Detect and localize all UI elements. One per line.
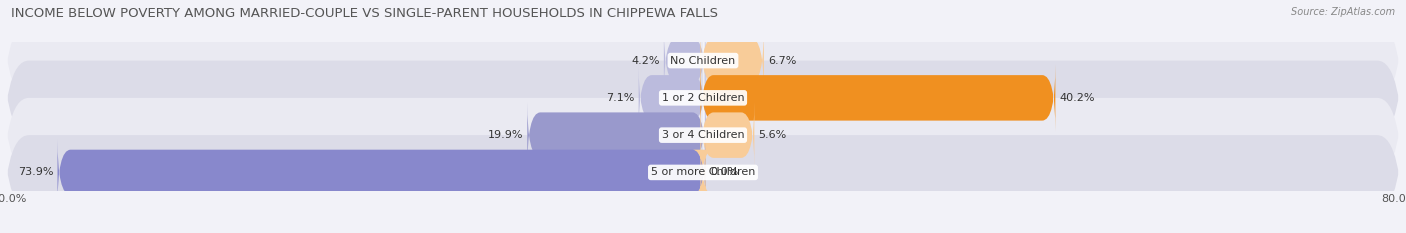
FancyBboxPatch shape	[700, 102, 755, 168]
Text: 7.1%: 7.1%	[606, 93, 634, 103]
FancyBboxPatch shape	[3, 61, 1403, 210]
FancyBboxPatch shape	[3, 98, 1403, 233]
FancyBboxPatch shape	[58, 139, 706, 206]
Text: 19.9%: 19.9%	[488, 130, 523, 140]
FancyBboxPatch shape	[3, 0, 1403, 135]
FancyBboxPatch shape	[527, 102, 706, 168]
FancyBboxPatch shape	[693, 139, 713, 206]
Text: 1 or 2 Children: 1 or 2 Children	[662, 93, 744, 103]
Text: 40.2%: 40.2%	[1060, 93, 1095, 103]
FancyBboxPatch shape	[700, 27, 763, 94]
Text: Source: ZipAtlas.com: Source: ZipAtlas.com	[1291, 7, 1395, 17]
Text: 5 or more Children: 5 or more Children	[651, 168, 755, 177]
Text: No Children: No Children	[671, 56, 735, 65]
Text: 5.6%: 5.6%	[759, 130, 787, 140]
FancyBboxPatch shape	[664, 27, 706, 94]
Text: 0.0%: 0.0%	[710, 168, 738, 177]
Text: 73.9%: 73.9%	[18, 168, 53, 177]
FancyBboxPatch shape	[638, 65, 706, 131]
FancyBboxPatch shape	[3, 23, 1403, 172]
Text: INCOME BELOW POVERTY AMONG MARRIED-COUPLE VS SINGLE-PARENT HOUSEHOLDS IN CHIPPEW: INCOME BELOW POVERTY AMONG MARRIED-COUPL…	[11, 7, 718, 20]
Text: 3 or 4 Children: 3 or 4 Children	[662, 130, 744, 140]
FancyBboxPatch shape	[700, 65, 1056, 131]
Text: 6.7%: 6.7%	[768, 56, 797, 65]
Text: 4.2%: 4.2%	[631, 56, 659, 65]
